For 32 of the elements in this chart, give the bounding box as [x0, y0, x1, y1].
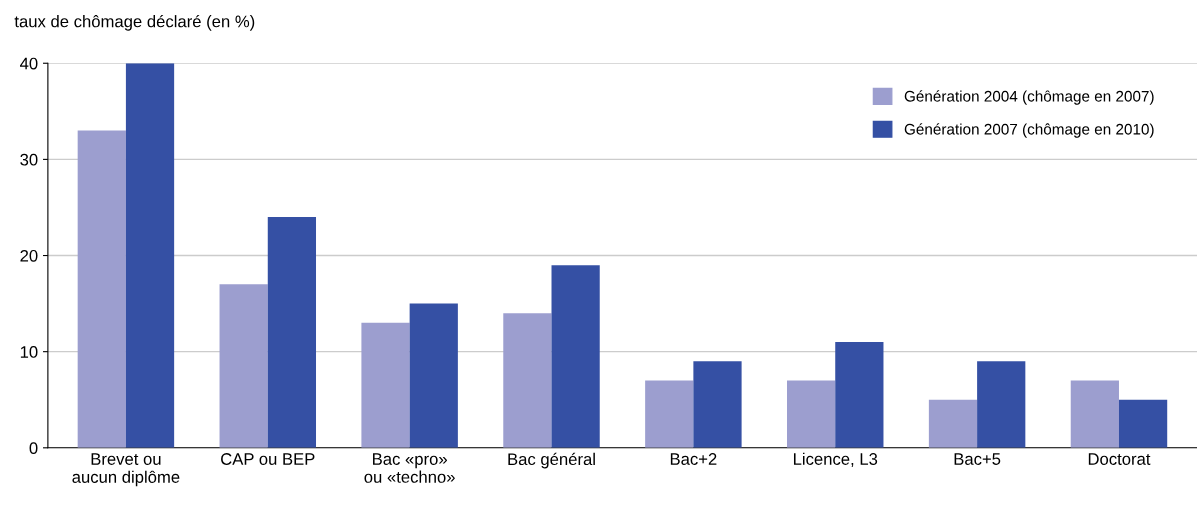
y-tick-label: 0 [29, 442, 38, 455]
bar [928, 399, 978, 448]
bar [503, 313, 552, 448]
x-tick-label: Bac général [508, 452, 595, 469]
bar [551, 265, 600, 448]
bar [645, 380, 694, 448]
x-tick-label: CAP ou BEP [221, 453, 315, 465]
x-tick-label: Bac+2 [670, 453, 717, 465]
y-tick-label: 40 [20, 57, 38, 70]
bar [77, 130, 126, 448]
x-tick-label: Bac «pro» ou «techno» [364, 453, 455, 483]
bar [409, 303, 458, 448]
y-axis-title: taux de chômage déclaré (en %) [14, 14, 255, 31]
y-tick-label: 30 [20, 153, 38, 166]
bar [361, 322, 410, 448]
y-tick-label: 10 [20, 346, 38, 358]
bar [977, 361, 1026, 448]
x-tick-label: Licence, L3 [793, 452, 878, 467]
bar [787, 380, 836, 448]
bar [1118, 399, 1168, 448]
legend-label: Génération 2004 (chômage en 2007) [904, 90, 1154, 105]
y-tick-label: 20 [20, 249, 38, 262]
legend-label: Génération 2007 (chômage en 2010) [904, 123, 1154, 138]
x-tick-label: Bac+5 [954, 453, 1001, 465]
bar [835, 342, 884, 448]
bar [693, 361, 742, 448]
bar [125, 63, 175, 448]
bar [1070, 380, 1119, 448]
bar [219, 284, 268, 448]
x-tick-label: Brevet ou aucun diplôme [72, 453, 180, 487]
bar [267, 217, 317, 448]
x-tick-label: Doctorat [1088, 453, 1151, 465]
